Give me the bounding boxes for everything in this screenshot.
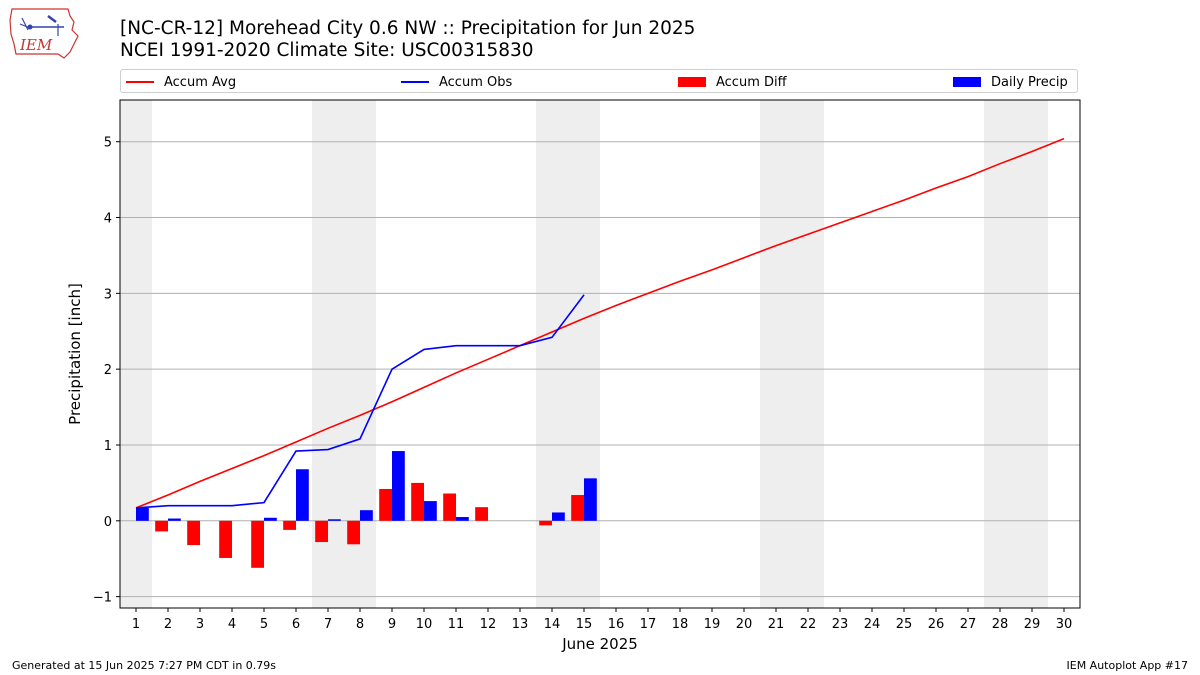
- weekend-shade-day-14: [536, 100, 568, 608]
- x-tick-label: 3: [196, 617, 204, 632]
- iem-logo-text: IEM: [19, 36, 53, 54]
- legend-label-accum-obs: Accum Obs: [439, 74, 513, 90]
- accum-diff-bar: [379, 488, 392, 521]
- x-tick-label: 15: [576, 617, 593, 632]
- x-tick-label: 21: [768, 617, 785, 632]
- daily-precip-bar: [360, 510, 373, 521]
- lines: [135, 137, 1065, 509]
- accum-diff-bar: [571, 495, 584, 521]
- daily-precip-bar: [328, 519, 341, 521]
- x-tick-label: 2: [164, 617, 172, 632]
- x-tick-label: 12: [480, 617, 497, 632]
- x-tick-label: 6: [292, 617, 300, 632]
- weekend-shade-day-29: [1016, 100, 1048, 608]
- x-tick-label: 30: [1056, 617, 1073, 632]
- x-tick-label: 18: [672, 617, 689, 632]
- accum-diff-bar: [283, 520, 296, 530]
- legend: Accum Avg Accum Obs Accum Diff Daily Pre…: [120, 69, 1078, 93]
- generated-timestamp: Generated at 15 Jun 2025 7:27 PM CDT in …: [12, 659, 277, 672]
- grid-lines: [120, 141, 1080, 598]
- weekend-shade-day-1: [120, 100, 152, 608]
- x-tick-label: 26: [928, 617, 945, 632]
- accum-avg-line: [135, 137, 1065, 509]
- daily-precip-bar: [296, 469, 309, 521]
- accum-diff-bar: [315, 520, 328, 543]
- legend-label-daily-precip: Daily Precip: [991, 74, 1068, 90]
- plot-frame: [119, 99, 1081, 609]
- daily-precip-bar: [552, 512, 565, 521]
- x-tick-label: 29: [1024, 617, 1041, 632]
- y-tick-label: 5: [104, 136, 112, 151]
- daily-precip-bar: [136, 507, 149, 521]
- accum-diff-bar: [539, 520, 552, 526]
- y-tick-label: −1: [93, 591, 112, 606]
- accum-diff-bar: [155, 520, 168, 532]
- daily-precip-bar: [584, 478, 597, 521]
- x-tick-label: 19: [704, 617, 721, 632]
- x-tick-label: 4: [228, 617, 236, 632]
- x-tick-label: 14: [544, 617, 561, 632]
- app-id-label: IEM Autoplot App #17: [1066, 659, 1189, 672]
- x-tick-label: 22: [800, 617, 817, 632]
- x-tick-label: 20: [736, 617, 753, 632]
- legend-swatch-daily-precip: [953, 77, 981, 87]
- daily-precip-bar: [392, 451, 405, 521]
- iem-logo: IEM: [9, 8, 79, 59]
- y-tick-label: 3: [104, 287, 112, 302]
- x-tick-label: 17: [640, 617, 657, 632]
- weekend-shade-day-22: [792, 100, 824, 608]
- x-tick-label: 28: [992, 617, 1009, 632]
- x-tick-label: 7: [324, 617, 332, 632]
- y-tick-label: 4: [104, 212, 112, 227]
- chart-title: [NC-CR-12] Morehead City 0.6 NW :: Preci…: [120, 18, 696, 39]
- x-tick-label: 16: [608, 617, 625, 632]
- daily-precip-bar: [424, 501, 437, 521]
- accum-diff-bar: [443, 493, 456, 521]
- accum-diff-bar: [251, 520, 264, 568]
- x-tick-label: 5: [260, 617, 268, 632]
- accum-diff-bar: [475, 507, 488, 521]
- weekend-shade-day-21: [760, 100, 792, 608]
- weekend-shade-day-15: [568, 100, 600, 608]
- accum-diff-bar: [187, 520, 200, 546]
- legend-item-daily-precip: Daily Precip: [953, 73, 1068, 91]
- accum-diff-bar: [219, 520, 232, 558]
- legend-item-accum-diff: Accum Diff: [678, 73, 787, 91]
- legend-swatch-accum-diff: [678, 77, 706, 87]
- legend-item-accum-obs: Accum Obs: [401, 73, 512, 91]
- x-tick-label: 23: [832, 617, 849, 632]
- x-tick-label: 8: [356, 617, 364, 632]
- x-tick-label: 24: [864, 617, 881, 632]
- x-tick-label: 27: [960, 617, 977, 632]
- legend-label-accum-avg: Accum Avg: [164, 74, 237, 90]
- legend-item-accum-avg: Accum Avg: [126, 73, 236, 91]
- legend-swatch-accum-avg: [126, 81, 154, 83]
- chart-subtitle: NCEI 1991-2020 Climate Site: USC00315830: [120, 40, 534, 61]
- x-tick-label: 25: [896, 617, 913, 632]
- y-tick-label: 2: [104, 363, 112, 378]
- x-tick-label: 13: [512, 617, 529, 632]
- legend-swatch-accum-obs: [401, 81, 429, 83]
- x-tick-label: 11: [448, 617, 465, 632]
- legend-label-accum-diff: Accum Diff: [716, 74, 787, 90]
- accum-diff-bar: [411, 482, 424, 521]
- y-axis-label: Precipitation [inch]: [66, 283, 84, 425]
- y-tick-label: 1: [104, 439, 112, 454]
- weekend-shade-day-28: [984, 100, 1016, 608]
- daily-precip-bar: [168, 518, 181, 521]
- accum-obs-line: [135, 294, 585, 509]
- x-tick-label: 10: [416, 617, 433, 632]
- x-tick-label: 1: [132, 617, 140, 632]
- accum-diff-bar: [347, 520, 360, 545]
- daily-precip-bar: [264, 517, 277, 521]
- bars: [136, 451, 597, 568]
- x-axis-label: June 2025: [561, 635, 638, 653]
- daily-precip-bar: [456, 517, 469, 521]
- y-tick-label: 0: [104, 515, 112, 530]
- x-tick-label: 9: [388, 617, 396, 632]
